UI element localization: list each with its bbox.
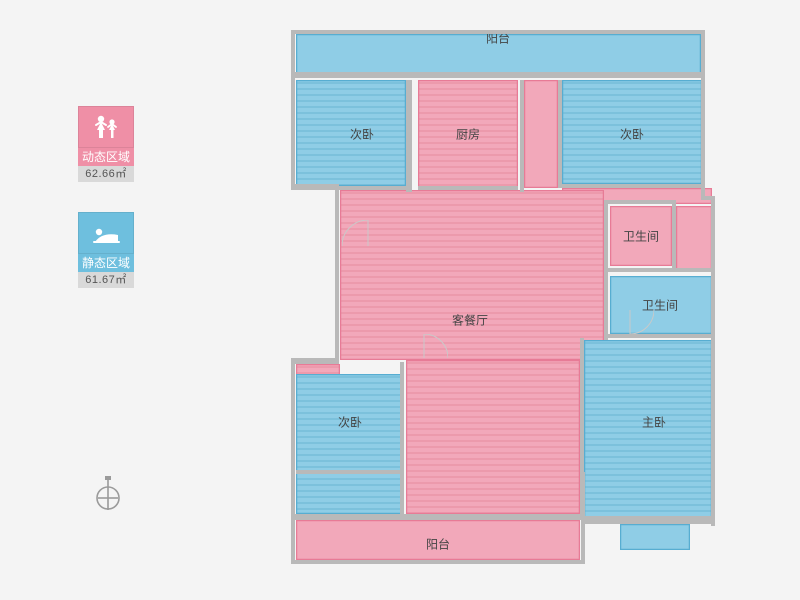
legend-value-dynamic: 62.66㎡ (78, 166, 134, 182)
stage: 阳台次卧厨房次卧卫生间卫生间客餐厅次卧主卧阳台 动态区域62.66㎡ 静态区域6… (0, 0, 800, 600)
wall (701, 30, 705, 76)
legend-dynamic: 动态区域62.66㎡ (78, 106, 134, 182)
wall (291, 78, 295, 188)
wall (558, 80, 562, 188)
wall (562, 184, 702, 188)
wall (296, 186, 412, 190)
door-arc (400, 334, 448, 382)
wall (418, 186, 518, 190)
wall (400, 362, 404, 516)
wall (701, 78, 705, 200)
room-corridor-ne (524, 80, 558, 188)
legend-value-static: 61.67㎡ (78, 272, 134, 288)
wall (406, 80, 412, 192)
static-icon (78, 212, 134, 254)
wall (291, 358, 339, 364)
room-living (340, 190, 604, 360)
legend-title-dynamic: 动态区域 (78, 148, 134, 166)
wall (291, 560, 585, 564)
room-master-bedroom (584, 340, 712, 518)
wall (711, 196, 715, 526)
door-arc (342, 220, 394, 272)
wall (580, 338, 584, 520)
room-master-balcony (620, 524, 690, 550)
room-living-ext-s (406, 360, 580, 514)
legend-title-static: 静态区域 (78, 254, 134, 272)
room-bathroom-1 (610, 206, 672, 266)
wall (608, 334, 712, 338)
room-corridor-bath (676, 206, 712, 270)
wall (581, 520, 715, 524)
room-bedroom-sw (296, 374, 402, 514)
wall (608, 200, 672, 204)
wall (291, 72, 705, 78)
room-bedroom-ne (562, 80, 702, 184)
door-arc (606, 286, 654, 334)
wall (291, 30, 295, 76)
wall (291, 514, 295, 564)
wall (335, 184, 339, 362)
compass-icon (94, 476, 122, 514)
wall (672, 200, 676, 270)
room-balcony-bottom (296, 520, 580, 560)
wall (291, 30, 705, 34)
room-bedroom-nw (296, 80, 406, 186)
wall (584, 516, 712, 520)
wall (291, 358, 295, 518)
wall (291, 514, 585, 520)
wall (520, 80, 524, 192)
dynamic-icon (78, 106, 134, 148)
wall (296, 470, 404, 474)
room-kitchen (418, 80, 518, 188)
legend-static: 静态区域61.67㎡ (78, 212, 134, 288)
room-balcony-top (296, 34, 701, 74)
wall (608, 268, 712, 272)
